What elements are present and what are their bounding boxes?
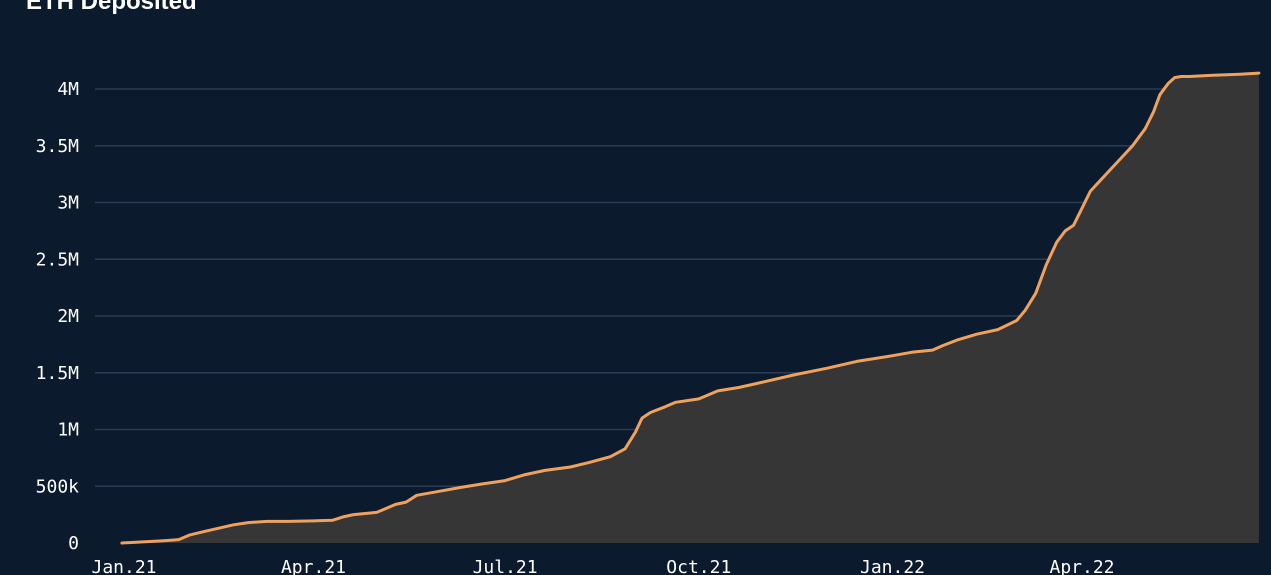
chart-title: ETH Deposited (26, 0, 197, 15)
y-tick-label: 1M (57, 420, 79, 441)
x-tick-label: Oct.21 (666, 557, 731, 575)
y-tick-label: 1.5M (36, 363, 80, 384)
series-area (121, 73, 1259, 543)
y-tick-label: 500k (36, 476, 80, 497)
x-tick-label: Jan.22 (860, 557, 925, 575)
y-tick-label: 2.5M (36, 249, 80, 270)
y-tick-label: 3.5M (36, 136, 80, 157)
x-tick-label: Apr.21 (281, 557, 346, 575)
y-tick-label: 4M (57, 79, 79, 100)
y-tick-label: 2M (57, 306, 79, 327)
x-tick-label: Apr.22 (1049, 557, 1114, 575)
x-tick-label: Jan.21 (91, 557, 156, 575)
y-tick-label: 0 (68, 533, 79, 554)
series-line (120, 71, 1261, 545)
y-tick-label: 3M (57, 193, 79, 214)
x-tick-label: Jul.21 (473, 557, 538, 575)
